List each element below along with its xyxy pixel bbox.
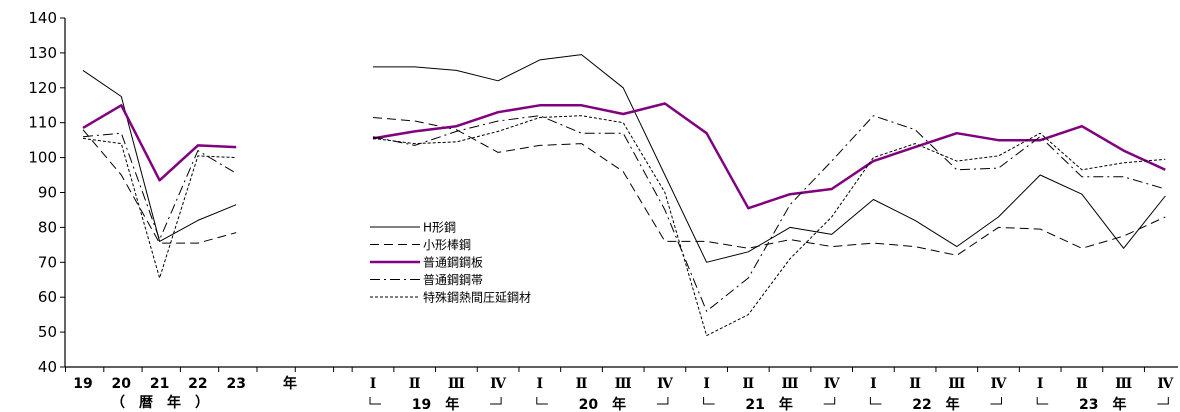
x-tick-label-quarter: Ⅲ <box>1115 376 1132 392</box>
x-tick-label-quarter: Ⅲ <box>448 376 465 392</box>
legend-label: 普通鋼鋼帯 <box>423 273 483 287</box>
series-line-annual <box>82 69 237 242</box>
series-line-annual <box>82 129 237 244</box>
year-bracket-right <box>823 397 836 405</box>
legend-label: 特殊鋼熱間圧延鋼材 <box>423 290 531 305</box>
x-year-label: 19 年 <box>412 396 459 412</box>
x-tick-label-quarter: Ⅳ <box>657 376 674 392</box>
series-line-quarterly <box>372 115 1166 312</box>
x-tick-label-quarter: Ⅱ <box>742 376 754 392</box>
x-tick-label-annual: 21 <box>150 376 169 392</box>
y-tick-label: 100 <box>28 149 57 167</box>
x-tick-label-quarter: Ⅱ <box>576 376 588 392</box>
x-axis-labels: 19 20 21 22 23 年 （ 暦 年 ） Ⅰ Ⅱ Ⅲ Ⅳ Ⅰ Ⅱ Ⅲ Ⅳ Ⅰ Ⅱ Ⅲ Ⅳ Ⅰ Ⅱ Ⅲ Ⅳ Ⅰ Ⅱ Ⅲ Ⅳ 19… <box>73 375 1174 412</box>
year-bracket-left <box>703 397 715 405</box>
series-line-annual <box>82 137 237 279</box>
x-tick-label-quarter: Ⅲ <box>948 376 965 392</box>
legend-label: 小形棒鋼 <box>423 238 471 252</box>
x-tick-label-quarter: Ⅰ <box>703 376 710 392</box>
series-3 <box>82 102 1166 210</box>
x-year-label: 22 年 <box>912 396 959 412</box>
year-bracket-left <box>369 397 381 405</box>
year-bracket-left <box>536 397 548 405</box>
legend-label: 普通鋼鋼板 <box>423 256 483 270</box>
series-line-annual <box>82 104 237 182</box>
x-tick-label-quarter: Ⅲ <box>781 376 798 392</box>
year-bracket-right <box>490 397 502 405</box>
x-tick-label-quarter: Ⅱ <box>909 376 921 392</box>
x-tick-label-quarter: Ⅳ <box>824 376 841 392</box>
x-tick-label-quarter: Ⅰ <box>1037 376 1044 392</box>
y-tick-label: 110 <box>28 114 57 132</box>
series-5 <box>82 115 1166 337</box>
x-tick-label-quarter: Ⅱ <box>1076 376 1088 392</box>
series-line-quarterly <box>372 115 1166 337</box>
y-tick-label: 140 <box>28 9 57 27</box>
series-line-quarterly <box>372 117 1166 256</box>
series-line-annual <box>82 132 237 241</box>
axes: 40 50 60 70 80 90 100 110 120 130 140 <box>28 9 1178 376</box>
y-tick-label: 80 <box>38 218 57 236</box>
x-tick-label-quarter: Ⅰ <box>870 376 877 392</box>
x-year-label: 20 年 <box>579 396 626 412</box>
series-line-quarterly <box>372 102 1166 210</box>
x-year-label: 21 年 <box>745 396 792 412</box>
year-bracket-right <box>1157 397 1169 405</box>
y-tick-label: 90 <box>38 184 57 202</box>
y-tick-label: 60 <box>38 288 57 306</box>
y-tick-label: 40 <box>38 358 57 376</box>
year-bracket-right <box>990 397 1002 405</box>
series-layer <box>82 54 1166 337</box>
year-bracket-left <box>1036 397 1049 405</box>
x-tick-label-quarter: Ⅰ <box>370 376 377 392</box>
x-tick-label-annual: 22 <box>188 376 207 392</box>
year-bracket-right <box>656 397 669 405</box>
series-line-quarterly <box>373 54 1166 263</box>
x-year-label: 23 年 <box>1079 396 1126 412</box>
x-axis-unit: 年 <box>283 375 297 392</box>
y-tick-label: 120 <box>28 79 57 97</box>
x-tick-label-quarter: Ⅱ <box>409 376 421 392</box>
x-tick-label-quarter: Ⅳ <box>490 376 507 392</box>
x-tick-label-annual: 20 <box>112 376 132 392</box>
y-tick-label: 70 <box>38 253 57 271</box>
x-tick-label-quarter: Ⅲ <box>615 376 632 392</box>
x-axis-group-label: （ 暦 年 ） <box>111 394 209 411</box>
y-tick-label: 130 <box>28 44 57 62</box>
x-tick-label-annual: 23 <box>226 376 245 392</box>
x-tick-label-annual: 19 <box>73 376 92 392</box>
x-tick-label-quarter: Ⅰ <box>537 376 544 392</box>
series-4 <box>82 115 1166 312</box>
y-tick-label: 50 <box>38 323 57 341</box>
x-tick-label-quarter: Ⅳ <box>1157 376 1174 392</box>
series-2 <box>82 117 1166 256</box>
year-bracket-left <box>869 397 882 405</box>
series-1 <box>82 54 1166 263</box>
x-tick-label-quarter: Ⅳ <box>991 376 1008 392</box>
legend-label: H形鋼 <box>423 221 456 235</box>
